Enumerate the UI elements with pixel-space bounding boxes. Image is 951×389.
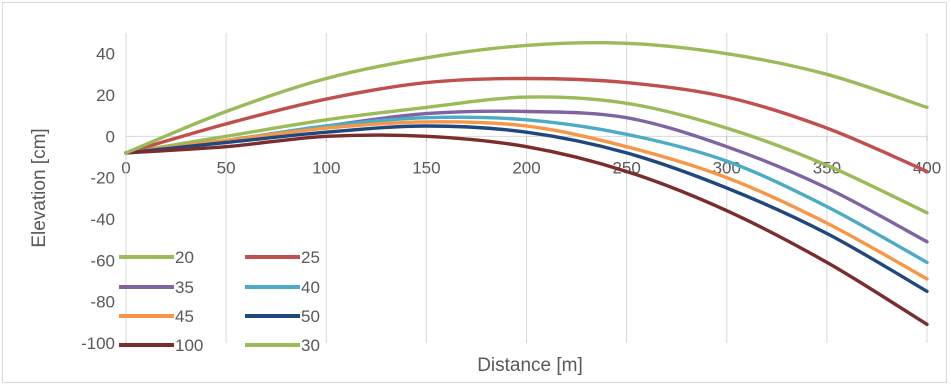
- series-line-45: [124, 120, 929, 281]
- legend-label: 100: [175, 336, 203, 355]
- y-axis: -100 -80 -60 -40 -20 0 20 40: [81, 33, 127, 353]
- series-line-20: [124, 95, 929, 215]
- y-axis-title: Elevation [cm]: [29, 128, 50, 247]
- legend-label: 40: [301, 278, 320, 297]
- legend-label: 25: [301, 248, 320, 267]
- x-axis: 0 50 100 150 200 250 300 350 400: [121, 135, 941, 177]
- series-lines: [124, 41, 929, 327]
- y-tick-label: 0: [106, 127, 115, 146]
- y-tick-label: -40: [90, 210, 115, 229]
- legend-label: 20: [175, 248, 194, 267]
- x-tick-label: 200: [512, 158, 540, 177]
- x-tick-label: 50: [217, 158, 236, 177]
- series-line-100: [124, 133, 929, 327]
- legend-label: 30: [301, 336, 320, 355]
- x-tick-label: 100: [312, 158, 340, 177]
- series-line-25: [124, 76, 929, 174]
- y-tick-label: 20: [96, 86, 115, 105]
- y-tick-label: -20: [90, 169, 115, 188]
- series-line-30: [124, 41, 929, 155]
- elevation-chart: 0 50 100 150 200 250 300 350 400 -100-80-60-40-2…: [29, 33, 941, 376]
- y-tick-label: -60: [90, 251, 115, 270]
- legend-label: 45: [175, 307, 194, 326]
- y-tick-label: -80: [90, 293, 115, 312]
- x-axis-title: Distance [m]: [477, 355, 583, 376]
- x-tick-label: 400: [913, 158, 941, 177]
- y-tick-label: 40: [96, 45, 115, 64]
- chart-frame: 0 50 100 150 200 250 300 350 400 -100 -80 -60 -40 -2…: [2, 2, 947, 383]
- legend-label: 50: [301, 307, 320, 326]
- legend: 20 25 35 40 45 50 100 30: [119, 248, 320, 355]
- series-line-50: [124, 124, 929, 293]
- x-tick-label: 150: [412, 158, 440, 177]
- y-tick-label: -100: [81, 334, 115, 353]
- legend-label: 35: [175, 278, 194, 297]
